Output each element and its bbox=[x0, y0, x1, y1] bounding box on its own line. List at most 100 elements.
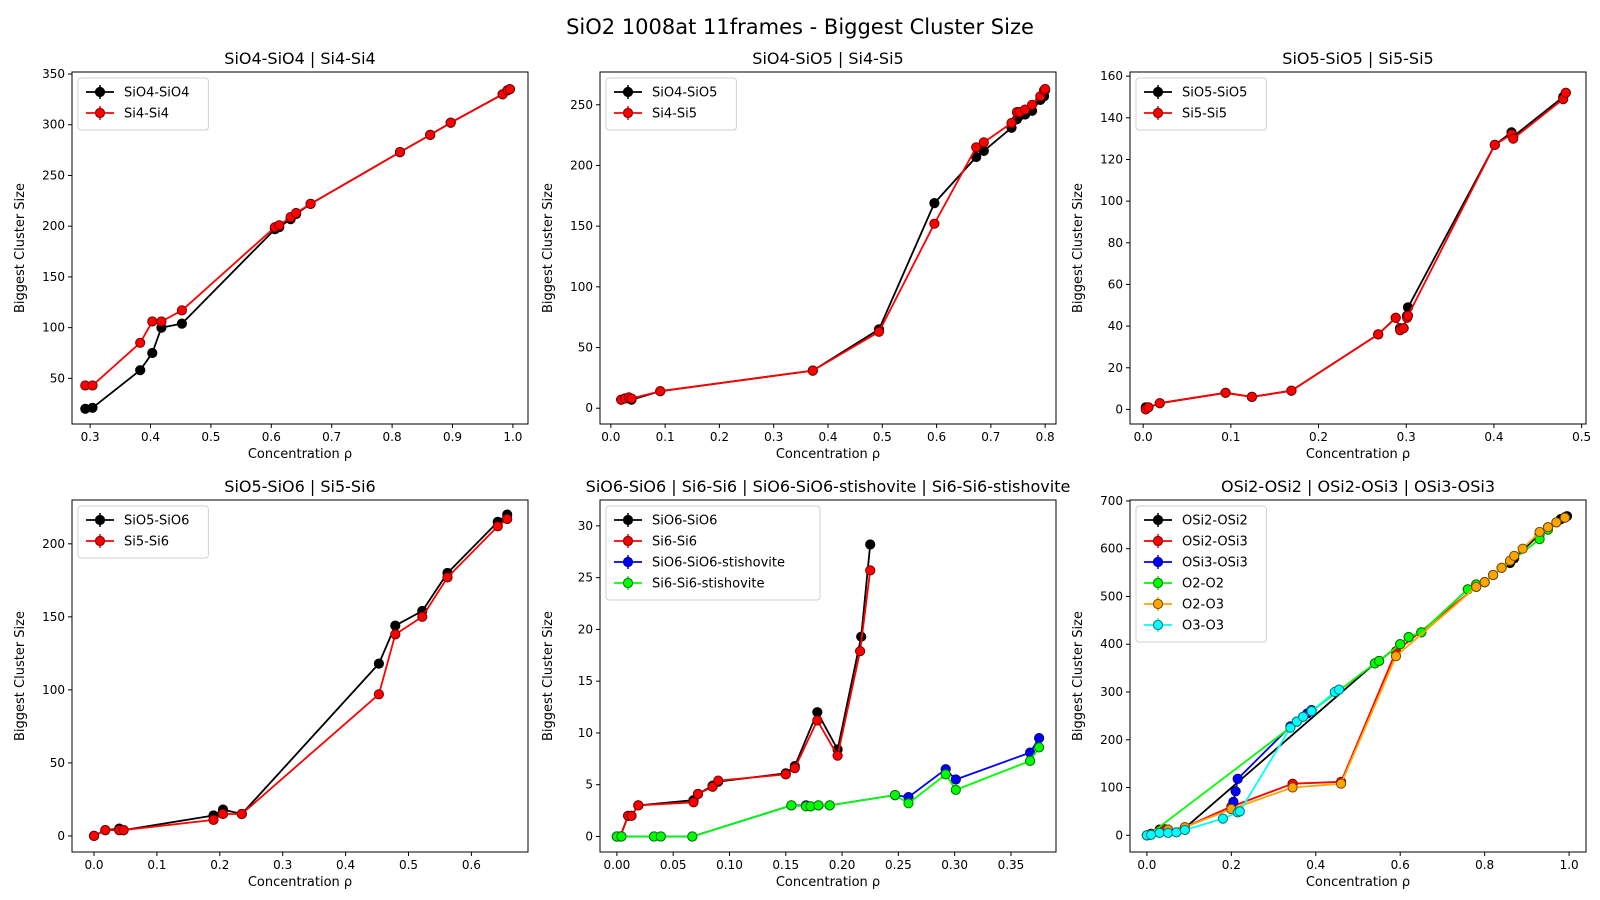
subplot-title: SiO4-SiO4 | Si4-Si4 bbox=[224, 49, 375, 68]
data-point bbox=[442, 572, 453, 583]
data-point bbox=[1027, 99, 1038, 110]
data-point bbox=[1298, 711, 1309, 722]
x-tick-label: 0.4 bbox=[818, 430, 837, 444]
y-axis-label: Biggest Cluster Size bbox=[541, 183, 556, 313]
series-Si5-Si6 bbox=[88, 513, 513, 842]
series-SiO4-SiO5 bbox=[616, 85, 1051, 405]
x-axis-label: Concentration ρ bbox=[1306, 447, 1410, 462]
y-tick-label: 250 bbox=[570, 98, 593, 112]
x-tick-label: 0.2 bbox=[710, 430, 729, 444]
y-tick-label: 250 bbox=[42, 168, 65, 182]
data-point bbox=[978, 137, 989, 148]
data-point bbox=[1025, 755, 1036, 767]
legend-entry: Si6-Si6-stishovite bbox=[614, 576, 765, 592]
legend-entry: Si5-Si5 bbox=[1144, 106, 1227, 122]
x-tick-label: 0.6 bbox=[462, 858, 481, 872]
data-point bbox=[373, 658, 384, 669]
data-point bbox=[118, 825, 129, 836]
data-point bbox=[687, 831, 698, 842]
data-point bbox=[950, 784, 961, 796]
legend-entry: Si6-Si6 bbox=[614, 534, 697, 550]
legend-frame bbox=[77, 505, 209, 559]
data-point bbox=[633, 800, 644, 811]
series-line bbox=[616, 570, 872, 838]
x-tick-label: 0.3 bbox=[764, 430, 783, 444]
data-point bbox=[807, 365, 818, 376]
data-point bbox=[1551, 517, 1562, 528]
data-point bbox=[832, 750, 843, 761]
legend-entry: O2-O3 bbox=[1144, 597, 1224, 613]
data-point bbox=[1306, 706, 1317, 717]
data-point bbox=[87, 402, 98, 413]
x-tick-label: 0.10 bbox=[716, 858, 743, 872]
series-line bbox=[1145, 92, 1567, 411]
data-point bbox=[940, 769, 951, 780]
y-tick-label: 50 bbox=[50, 371, 65, 385]
data-point bbox=[1559, 512, 1571, 523]
data-point bbox=[1402, 310, 1414, 321]
data-point bbox=[425, 129, 436, 140]
x-tick-label: 0.8 bbox=[383, 430, 402, 444]
data-point bbox=[1154, 827, 1165, 839]
series-Si4-Si4 bbox=[80, 84, 515, 391]
y-tick-label: 200 bbox=[42, 537, 65, 551]
data-point bbox=[789, 763, 800, 774]
plot-area bbox=[80, 84, 515, 414]
y-tick-label: 300 bbox=[42, 118, 65, 132]
x-tick-label: 0.4 bbox=[141, 430, 160, 444]
data-point bbox=[1534, 526, 1545, 538]
x-axis-label: Concentration ρ bbox=[1306, 875, 1410, 890]
data-point bbox=[1403, 632, 1414, 643]
x-tick-label: 0.25 bbox=[885, 858, 912, 872]
legend-marker bbox=[1152, 577, 1164, 589]
axes-frame bbox=[1129, 499, 1587, 853]
data-point bbox=[655, 831, 666, 842]
data-point bbox=[1479, 577, 1490, 588]
data-point bbox=[1234, 806, 1245, 817]
series-line bbox=[620, 90, 1046, 401]
data-point bbox=[1020, 104, 1031, 115]
y-tick-label: 150 bbox=[42, 610, 65, 624]
x-tick-label: 0.4 bbox=[1306, 858, 1325, 872]
data-point bbox=[1488, 569, 1499, 581]
data-point bbox=[135, 365, 146, 376]
x-axis-label: Concentration ρ bbox=[248, 875, 352, 890]
x-tick-label: 0.8 bbox=[1036, 430, 1055, 444]
plot-area bbox=[1140, 87, 1571, 415]
x-tick-label: 0.1 bbox=[147, 858, 166, 872]
y-tick-label: 0 bbox=[57, 829, 65, 843]
y-tick-label: 160 bbox=[1100, 69, 1123, 83]
x-axis-label: Concentration ρ bbox=[776, 875, 880, 890]
data-point bbox=[100, 825, 111, 836]
x-tick-label: 1.0 bbox=[1560, 858, 1579, 872]
series-Si5-Si5 bbox=[1140, 87, 1571, 415]
x-tick-label: 0.6 bbox=[1391, 858, 1410, 872]
legend-marker bbox=[622, 535, 634, 547]
y-tick-label: 100 bbox=[570, 280, 593, 294]
series-Si6-Si6-stishovite bbox=[611, 742, 1045, 842]
data-point bbox=[147, 316, 158, 327]
data-point bbox=[147, 347, 158, 359]
x-tick-label: 0.5 bbox=[1572, 430, 1591, 444]
legend-marker bbox=[1152, 556, 1164, 568]
data-point bbox=[1390, 651, 1402, 662]
data-point bbox=[889, 790, 901, 801]
x-tick-label: 0.0 bbox=[84, 858, 103, 872]
y-tick-label: 600 bbox=[1100, 542, 1123, 556]
data-point bbox=[176, 318, 187, 329]
subplot-5: SiO6-SiO6 | Si6-Si6 | SiO6-SiO6-stishovi… bbox=[541, 477, 1070, 890]
legend-label: SiO4-SiO4 bbox=[124, 86, 189, 101]
legend-entry: Si4-Si5 bbox=[614, 106, 697, 122]
series-line bbox=[616, 737, 1040, 838]
y-tick-label: 50 bbox=[578, 341, 593, 355]
subplot-4: SiO5-SiO6 | Si5-Si6 0.0 0.1 0.2 0.3 0.4 0.5 0.6… bbox=[13, 477, 529, 890]
data-point bbox=[1034, 733, 1045, 744]
data-point bbox=[1006, 117, 1017, 129]
data-point bbox=[813, 800, 824, 811]
series-SiO5-SiO6 bbox=[88, 509, 513, 842]
legend-entry: O3-O3 bbox=[1144, 618, 1224, 634]
legend-marker bbox=[622, 86, 634, 98]
y-tick-label: 20 bbox=[1108, 361, 1123, 375]
y-tick-label: 120 bbox=[1100, 152, 1123, 166]
